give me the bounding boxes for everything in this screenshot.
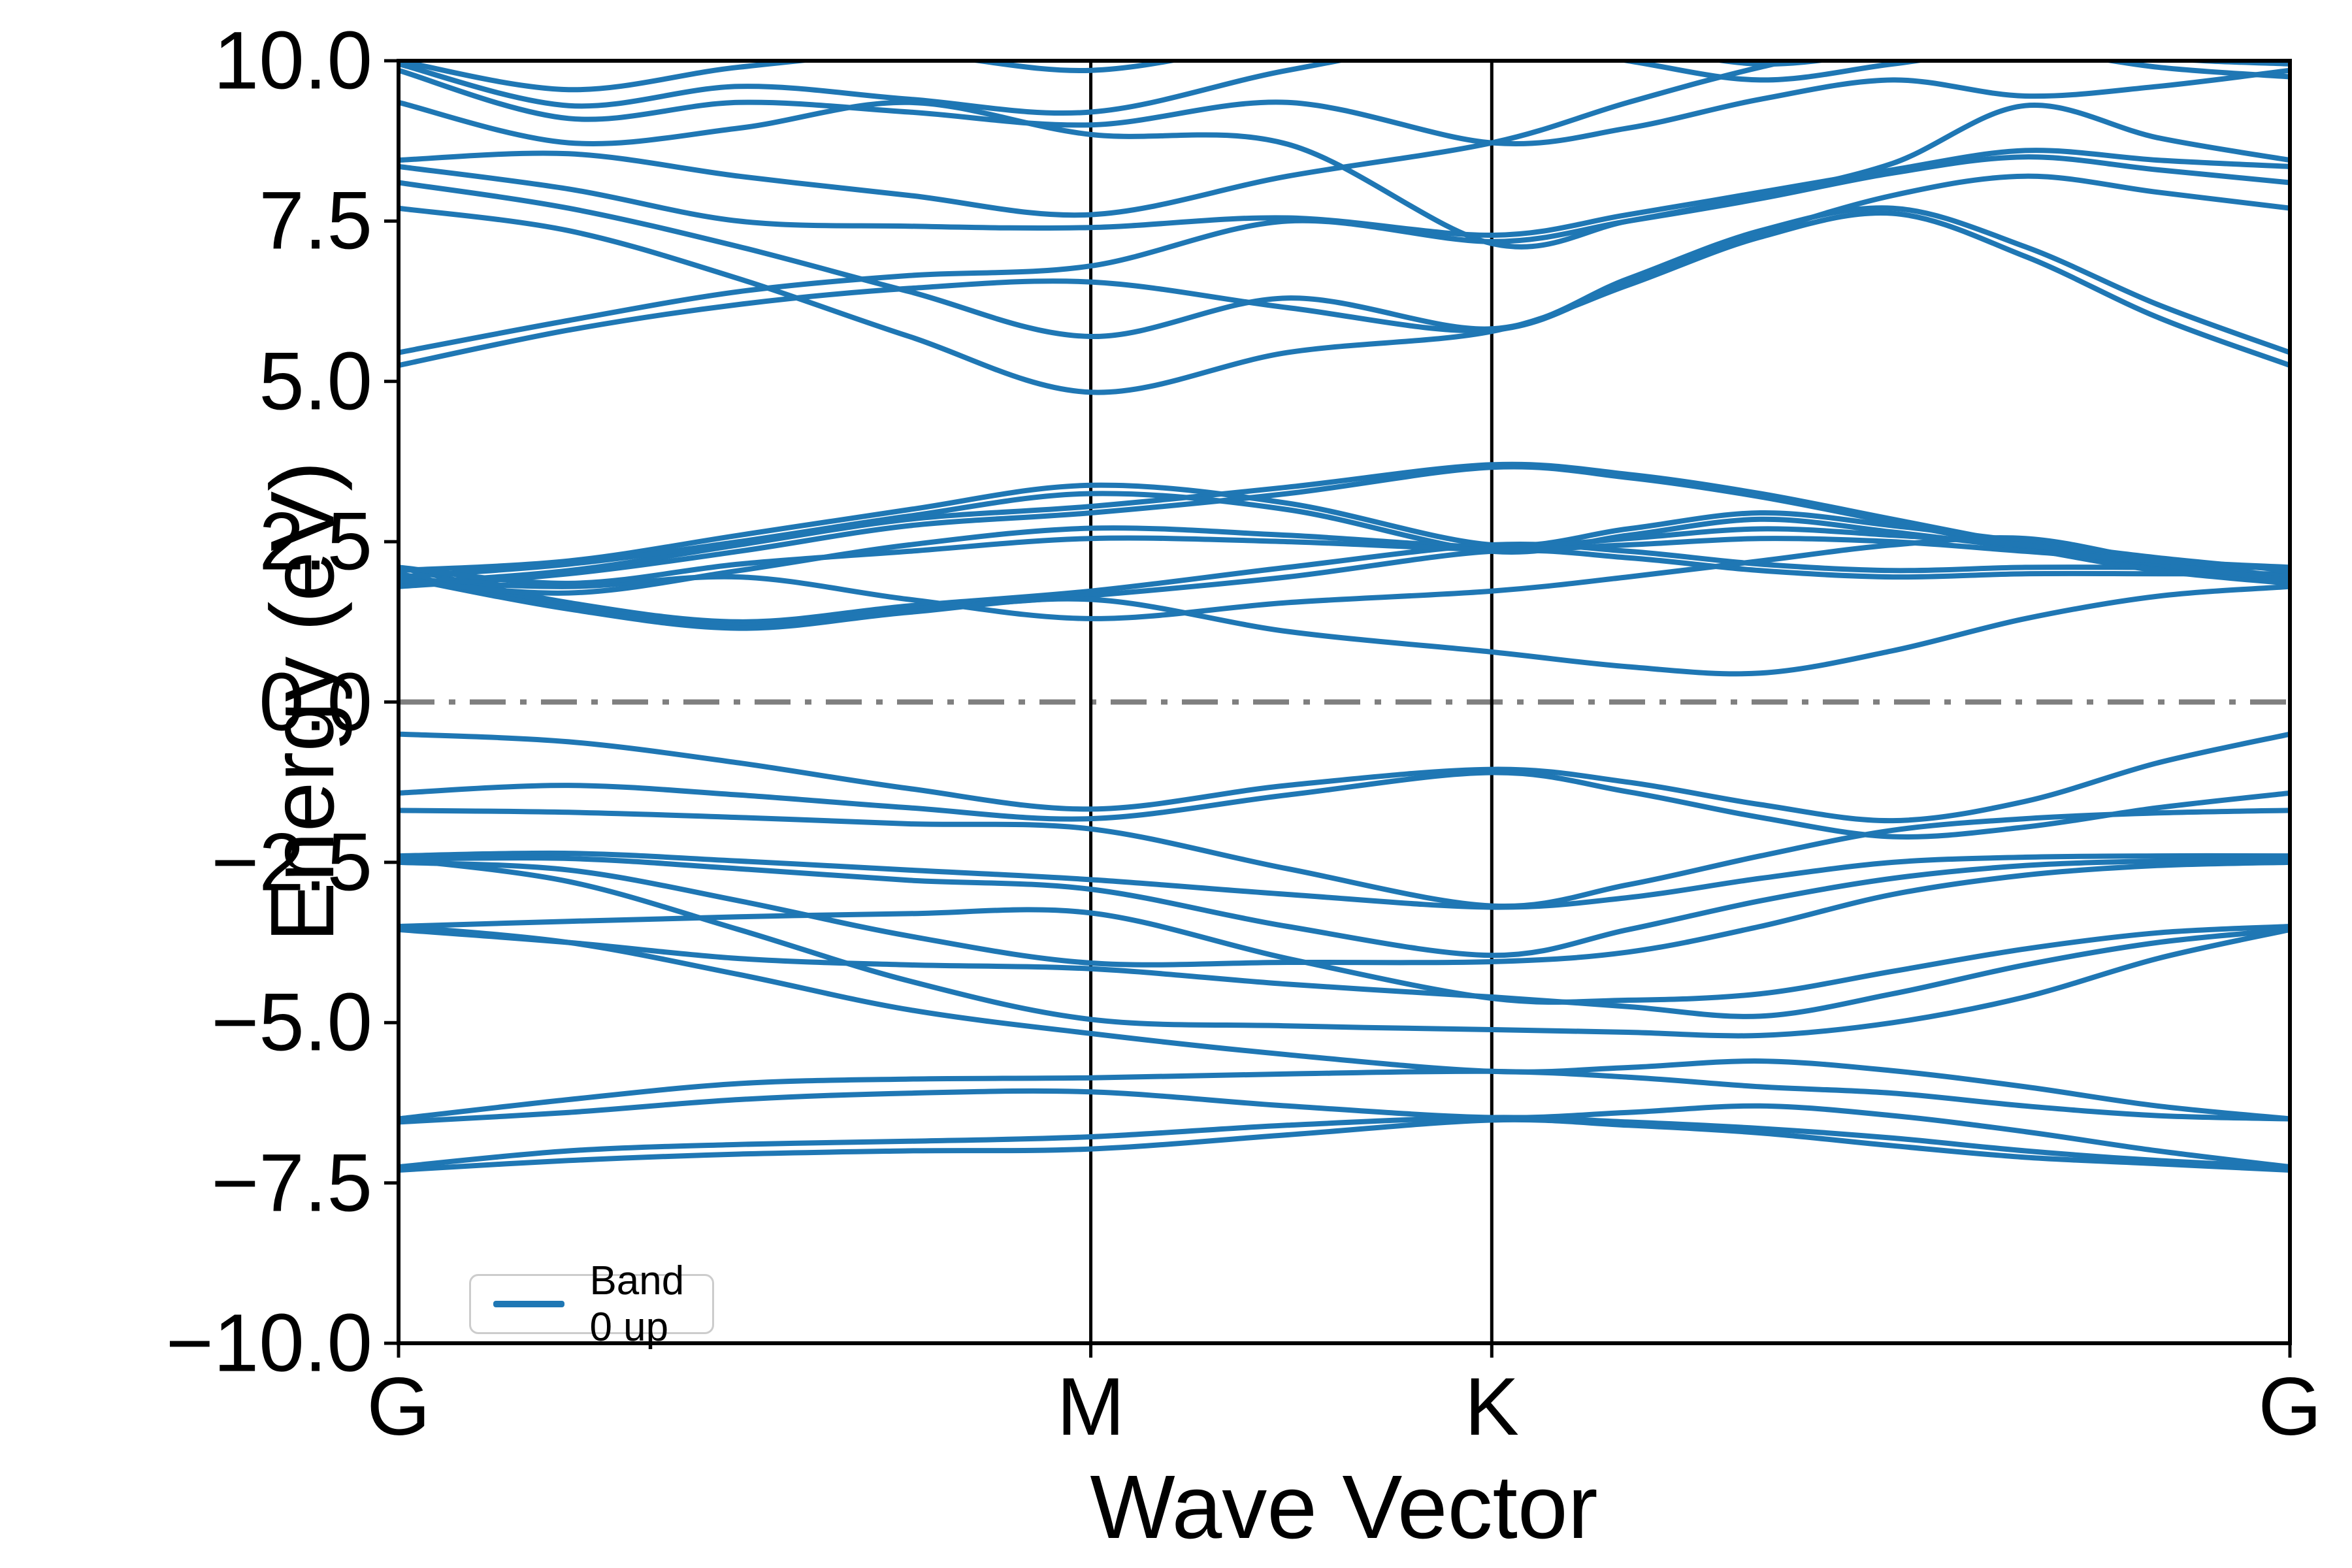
- x-axis-title: Wave Vector: [1090, 1457, 1598, 1558]
- band-curve: [399, 61, 2290, 93]
- band-curve: [399, 525, 2290, 596]
- x-tick-label: M: [1056, 1362, 1125, 1452]
- y-tick-label: 5.0: [259, 336, 372, 427]
- band-curve: [399, 808, 2290, 909]
- legend: Band 0 up: [469, 1258, 714, 1350]
- band-curve: [399, 173, 2290, 368]
- band-curve: [399, 205, 2290, 395]
- band-curve: [399, 1068, 2290, 1122]
- band-curve: [399, 857, 2290, 1039]
- legend-line-sample: [493, 1301, 565, 1307]
- band-curve: [399, 148, 2290, 238]
- band-curve: [399, 574, 2290, 677]
- band-curve: [399, 67, 2290, 147]
- band-curve: [399, 850, 2290, 910]
- y-tick-label: 10.0: [213, 15, 372, 106]
- band-curve: [399, 926, 2290, 1019]
- band-curve: [399, 859, 2290, 968]
- y-axis-title: Energy (eV): [252, 461, 353, 943]
- band-curve: [399, 1117, 2290, 1173]
- y-tick-label: −10.0: [165, 1298, 372, 1389]
- y-tick-label: 0.0: [259, 657, 372, 747]
- legend-label: Band 0 up: [589, 1258, 685, 1350]
- y-tick-label: 2.5: [259, 496, 372, 587]
- y-tick-label: −2.5: [211, 817, 372, 908]
- band-curve: [399, 491, 2290, 580]
- band-curve: [399, 99, 2290, 250]
- x-tick-label: G: [367, 1362, 431, 1452]
- band-curve: [399, 731, 2290, 824]
- band-curve: [399, 1088, 2290, 1170]
- band-curve: [399, 924, 2290, 1122]
- x-tick-label: K: [1464, 1362, 1519, 1452]
- band-curve: [399, 855, 2290, 958]
- band-curve: [399, 1115, 2290, 1170]
- y-tick-label: −5.0: [211, 977, 372, 1068]
- band-curve: [399, 907, 2290, 1005]
- band-curve: [399, 180, 2290, 355]
- y-tick-label: 7.5: [259, 175, 372, 267]
- band-curve: [399, 770, 2290, 840]
- band-curve: [399, 535, 2290, 586]
- band-curve: [399, 541, 2290, 625]
- band-curve: [399, 61, 2290, 218]
- x-tick-label: G: [2258, 1362, 2322, 1452]
- band-curve: [399, 61, 2290, 116]
- band-curve: [399, 482, 2290, 574]
- y-tick-label: −7.5: [211, 1137, 372, 1229]
- band-curve: [399, 154, 2290, 355]
- band-curve: [399, 547, 2290, 628]
- band-lines-group: [399, 61, 2290, 1173]
